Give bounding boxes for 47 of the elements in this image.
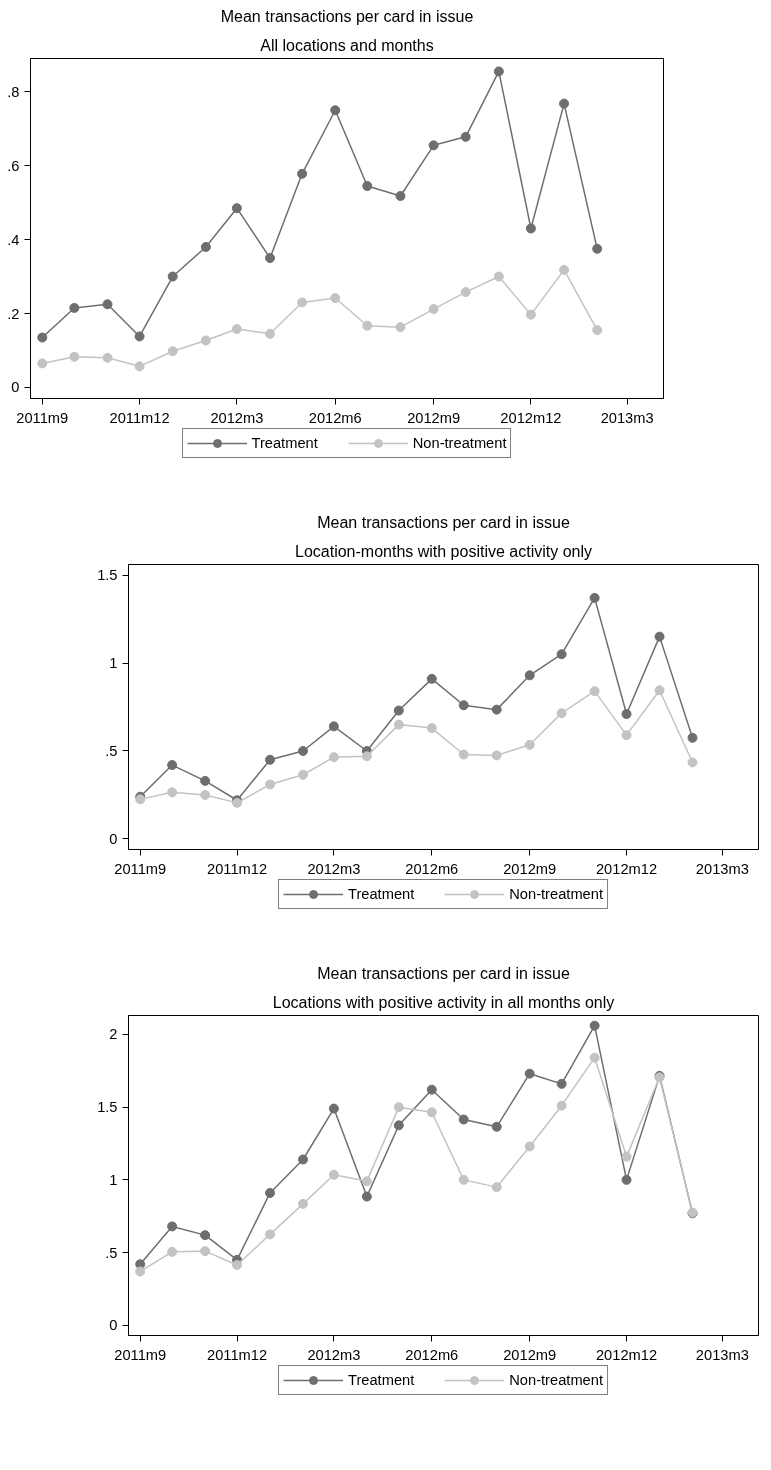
y-tick-label: .4: [7, 231, 20, 248]
x-tick-label: 2012m12: [500, 409, 562, 426]
x-tick-label: 2011m9: [16, 409, 69, 426]
x-tick-label: 2013m3: [600, 409, 654, 426]
x-tick-label: 2013m3: [695, 860, 749, 877]
y-tick-label: .2: [7, 305, 20, 322]
x-tick-label: 2012m6: [405, 860, 459, 877]
x-tick-label: 2012m6: [308, 409, 362, 426]
x-tick-label: 2012m9: [407, 409, 461, 426]
x-tick-label: 2011m9: [114, 860, 167, 877]
x-tick-label: 2011m12: [207, 860, 268, 877]
legend-label: Non-treatment: [412, 435, 507, 451]
x-tick-label: 2012m9: [503, 1346, 557, 1363]
x-tick-label: 2011m9: [114, 1346, 167, 1363]
x-tick-label: 2011m12: [109, 409, 170, 426]
x-tick-label: 2011m12: [207, 1346, 268, 1363]
y-tick-label: 1: [109, 1171, 118, 1188]
legend-label: Treatment: [348, 1372, 415, 1388]
y-tick-label: .5: [105, 742, 118, 759]
legend-label: Treatment: [348, 886, 415, 902]
legend-label: Non-treatment: [509, 1372, 603, 1388]
x-tick-label: 2012m6: [405, 1346, 459, 1363]
x-tick-label: 2012m3: [307, 860, 361, 877]
y-tick-label: 1: [109, 655, 118, 672]
y-tick-label: 0: [109, 1317, 118, 1334]
y-tick-label: .5: [105, 1244, 118, 1261]
x-tick-label: 2012m12: [595, 1346, 658, 1363]
chart-subtitle: Locations with positive activity in all months only: [272, 993, 615, 1011]
x-tick-label: 2012m9: [503, 860, 557, 877]
y-tick-label: 1.5: [97, 1099, 118, 1116]
y-tick-label: 0: [109, 830, 118, 847]
legend-label: Non-treatment: [509, 886, 603, 902]
y-tick-label: 1.5: [97, 567, 118, 584]
y-tick-label: .8: [7, 83, 20, 100]
y-tick-label: 2: [109, 1026, 118, 1043]
chart-title: Mean transactions per card in issue: [317, 964, 570, 982]
legend-label: Treatment: [251, 435, 318, 451]
x-tick-label: 2012m3: [210, 409, 264, 426]
chart-title: Mean transactions per card in issue: [317, 513, 570, 531]
chart-subtitle: All locations and months: [260, 36, 434, 54]
x-tick-label: 2012m12: [595, 860, 658, 877]
x-tick-label: 2012m3: [307, 1346, 361, 1363]
chart-title: Mean transactions per card in issue: [220, 7, 474, 25]
y-tick-label: 0: [11, 379, 20, 396]
x-tick-label: 2013m3: [695, 1346, 749, 1363]
y-tick-label: .6: [7, 157, 20, 174]
chart-subtitle: Location-months with positive activity only: [294, 542, 593, 560]
